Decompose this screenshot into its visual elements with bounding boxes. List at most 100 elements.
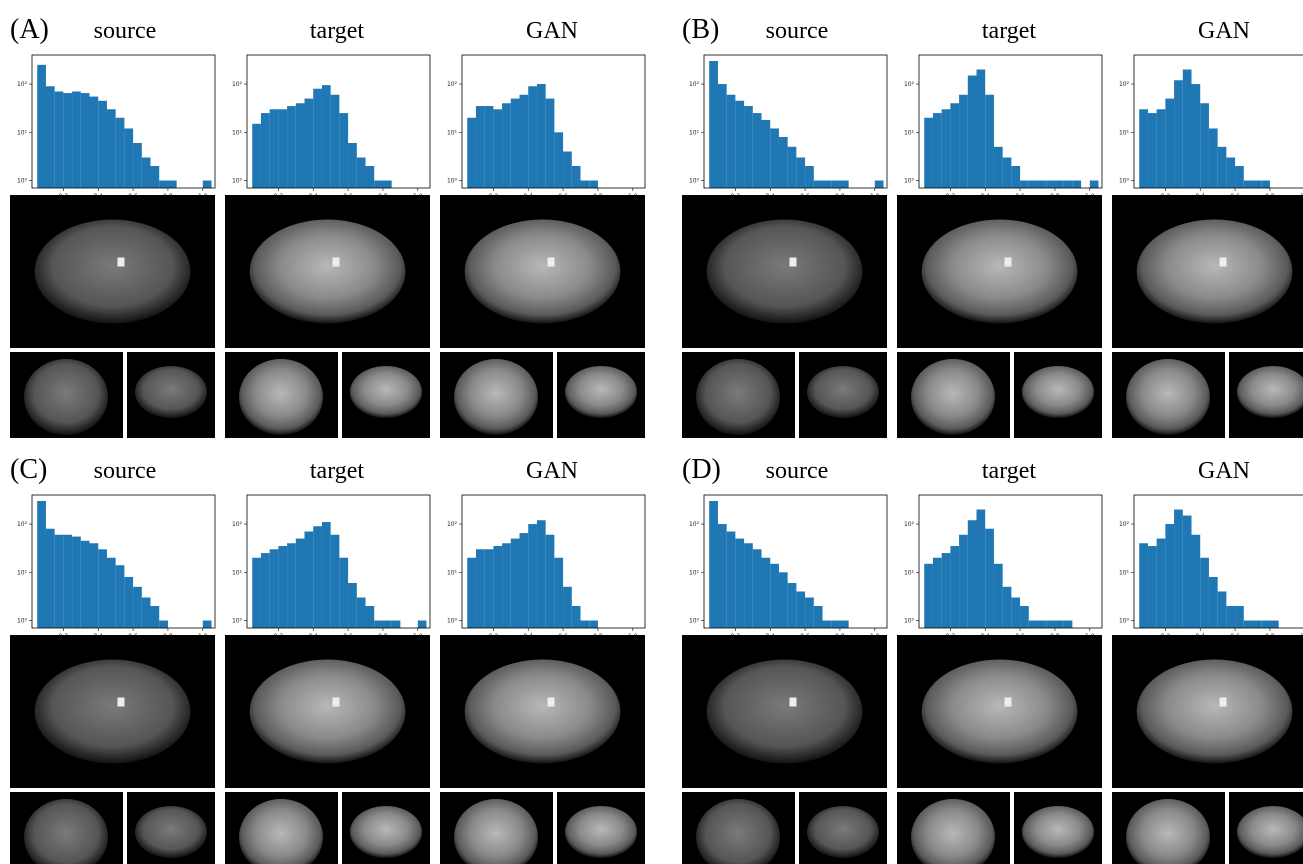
histogram-bar	[796, 591, 805, 628]
histogram-bar	[133, 143, 142, 188]
mri-sagittal-brain	[565, 806, 637, 858]
mri-coronal-brain	[1126, 359, 1210, 435]
histogram-bar	[985, 95, 994, 188]
panel-label: (D)	[682, 454, 721, 485]
histogram-bar	[159, 621, 168, 628]
histogram-bar	[467, 118, 476, 188]
histogram-bar	[718, 84, 727, 188]
histogram-bar	[1218, 147, 1227, 188]
histogram-bar	[476, 549, 485, 628]
mri-brain	[707, 219, 863, 323]
y-tick-label: 10⁰	[447, 618, 458, 625]
histogram-bar	[151, 166, 160, 188]
histogram-bar	[1200, 558, 1209, 628]
histogram-bar	[589, 621, 598, 628]
mri-coronal-brain	[239, 359, 323, 435]
mri-brain	[1137, 219, 1293, 323]
histogram-bar	[261, 113, 270, 188]
histogram-bar	[788, 583, 797, 628]
histogram-bar	[942, 553, 951, 628]
histogram-bar	[1235, 166, 1244, 188]
y-tick-label: 10⁰	[17, 178, 28, 185]
histogram-bar	[1139, 543, 1148, 628]
mri-highlight	[790, 258, 797, 267]
mri-sagittal-brain	[135, 366, 207, 418]
histogram-bar	[727, 532, 736, 628]
chart-title: source	[766, 18, 829, 44]
page: (A)source0.20.40.60.81.010⁰10¹10²target0…	[0, 0, 1303, 864]
mri-brain	[465, 219, 621, 323]
histogram-bar	[278, 109, 287, 188]
y-tick-label: 10²	[904, 521, 915, 528]
histogram-bar	[511, 99, 520, 188]
histogram-bar	[374, 621, 383, 628]
histogram-bar	[563, 151, 572, 188]
histogram-bar	[1038, 181, 1047, 188]
histogram-bar	[1029, 621, 1038, 628]
histogram-bar	[81, 541, 90, 628]
histogram-bar	[1244, 621, 1253, 628]
histogram-bar	[383, 621, 392, 628]
y-tick-label: 10⁰	[232, 618, 243, 625]
histogram-bar	[959, 95, 968, 188]
histogram-bar	[339, 113, 348, 188]
histogram-bar	[942, 109, 951, 188]
histogram-bar	[1253, 621, 1262, 628]
histogram-bar	[744, 543, 753, 628]
y-tick-label: 10⁰	[1119, 618, 1130, 625]
histogram-bar	[467, 558, 476, 628]
histogram-bar	[1157, 539, 1166, 628]
histogram-bar	[1200, 103, 1209, 188]
histogram-bar	[805, 598, 814, 628]
histogram-bar	[520, 533, 529, 628]
y-tick-label: 10¹	[904, 129, 915, 136]
histogram-bar	[744, 106, 753, 188]
histogram-bar	[313, 526, 322, 628]
histogram-bar	[1046, 181, 1055, 188]
mri-brain	[922, 659, 1078, 763]
mri-sagittal-brain	[807, 806, 879, 858]
histogram-bar	[287, 106, 296, 188]
histogram-bar	[968, 520, 977, 628]
y-tick-label: 10²	[447, 81, 458, 88]
histogram-bar	[572, 606, 581, 628]
histogram-bar	[1157, 109, 1166, 188]
histogram-bar	[1055, 621, 1064, 628]
histogram-bar	[1090, 181, 1099, 188]
histogram-bar	[107, 109, 116, 188]
histogram-bar	[563, 587, 572, 628]
histogram-bar	[1183, 70, 1192, 188]
histogram-bar	[116, 565, 125, 628]
histogram-bar	[779, 137, 788, 188]
histogram-bar	[1038, 621, 1047, 628]
histogram-bar	[502, 103, 511, 188]
y-tick-label: 10⁰	[17, 618, 28, 625]
mri-highlight	[333, 258, 340, 267]
histogram-bar	[727, 95, 736, 188]
histogram-bar	[589, 181, 598, 188]
mri-highlight	[790, 698, 797, 707]
histogram-bar	[581, 181, 590, 188]
histogram-bar	[814, 181, 823, 188]
y-tick-label: 10²	[17, 521, 28, 528]
histogram-bar	[796, 158, 805, 188]
histogram-bar	[203, 181, 212, 188]
histogram-bar	[1020, 606, 1029, 628]
histogram-bar	[985, 529, 994, 628]
histogram-bar	[252, 558, 261, 628]
histogram-bar	[831, 181, 840, 188]
histogram-bar	[779, 572, 788, 628]
histogram-bar	[823, 621, 832, 628]
histogram-bar	[98, 101, 107, 188]
histogram-bar	[46, 529, 55, 628]
chart-title: source	[766, 458, 829, 484]
histogram-bar	[383, 181, 392, 188]
mri-highlight	[118, 258, 125, 267]
histogram-bar	[977, 70, 986, 188]
y-tick-label: 10¹	[904, 569, 915, 576]
histogram-bar	[133, 587, 142, 628]
histogram-bar	[788, 147, 797, 188]
histogram-bar	[90, 543, 99, 628]
histogram-bar	[357, 158, 366, 188]
mri-coronal-brain	[911, 359, 995, 435]
